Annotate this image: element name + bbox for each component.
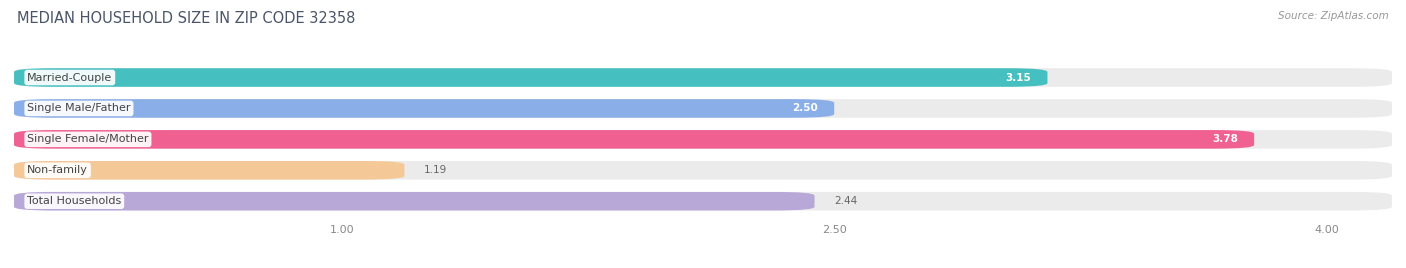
Text: Single Female/Mother: Single Female/Mother [27, 134, 149, 144]
Text: 2.50: 2.50 [792, 103, 818, 113]
FancyBboxPatch shape [14, 192, 814, 210]
FancyBboxPatch shape [14, 161, 405, 180]
FancyBboxPatch shape [14, 68, 1047, 87]
Text: Married-Couple: Married-Couple [27, 73, 112, 83]
FancyBboxPatch shape [14, 130, 1392, 149]
Text: 3.15: 3.15 [1005, 73, 1031, 83]
Text: 3.78: 3.78 [1212, 134, 1237, 144]
FancyBboxPatch shape [14, 68, 1392, 87]
Text: Total Households: Total Households [27, 196, 121, 206]
Text: 1.19: 1.19 [425, 165, 447, 175]
Text: Single Male/Father: Single Male/Father [27, 103, 131, 113]
Text: MEDIAN HOUSEHOLD SIZE IN ZIP CODE 32358: MEDIAN HOUSEHOLD SIZE IN ZIP CODE 32358 [17, 11, 356, 26]
Text: Source: ZipAtlas.com: Source: ZipAtlas.com [1278, 11, 1389, 21]
FancyBboxPatch shape [14, 99, 834, 118]
Text: 2.44: 2.44 [834, 196, 858, 206]
FancyBboxPatch shape [14, 130, 1254, 149]
FancyBboxPatch shape [14, 161, 1392, 180]
Text: Non-family: Non-family [27, 165, 89, 175]
FancyBboxPatch shape [14, 192, 1392, 210]
FancyBboxPatch shape [14, 99, 1392, 118]
